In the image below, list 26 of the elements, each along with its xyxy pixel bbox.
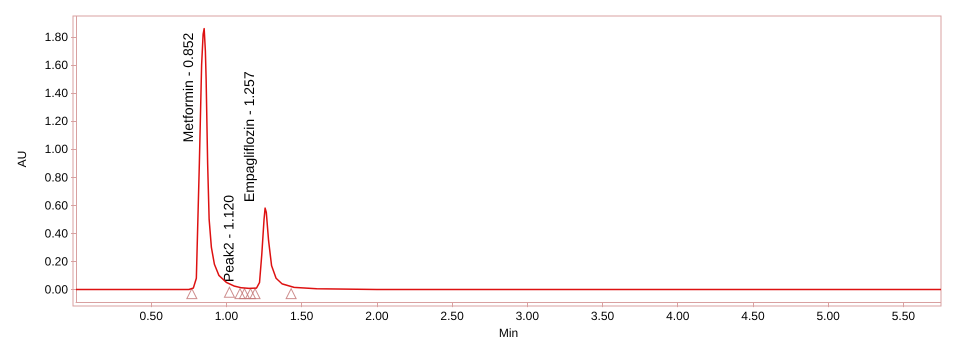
y-tick-label: 0.20 <box>44 254 68 268</box>
annotation: Empagliflozin - 1.257 <box>241 71 258 202</box>
x-tick-label: 1.50 <box>290 309 314 324</box>
y-tick-label: 0.00 <box>44 282 68 296</box>
x-tick-label: 3.00 <box>516 309 540 324</box>
y-axis-title: AU <box>15 150 29 168</box>
annotation: Metformin - 0.852 <box>180 32 196 142</box>
y-tick-label: 0.40 <box>44 226 68 240</box>
y-tick-label: 1.00 <box>44 142 68 156</box>
annotation: Peak2 - 1.120 <box>220 194 236 282</box>
y-tick-label: 0.60 <box>44 198 68 212</box>
y-tick-label: 1.40 <box>44 86 68 100</box>
x-tick-label: 2.50 <box>440 309 464 324</box>
x-tick-label: 4.50 <box>741 309 765 324</box>
x-tick-label: 5.50 <box>892 309 916 324</box>
x-axis-title: Min <box>498 326 518 340</box>
x-tick-label: 1.00 <box>214 309 238 324</box>
x-tick-label: 2.00 <box>365 309 389 324</box>
x-tick-label: 3.50 <box>590 309 615 324</box>
x-tick-label: 0.50 <box>140 309 164 324</box>
y-tick-label: 1.20 <box>44 114 68 128</box>
y-tick-label: 1.60 <box>44 58 68 72</box>
x-tick-label: 4.00 <box>666 309 690 324</box>
y-tick-label: 1.80 <box>44 30 68 44</box>
x-tick-label: 5.00 <box>816 309 840 324</box>
y-tick-label: 0.80 <box>44 170 68 184</box>
